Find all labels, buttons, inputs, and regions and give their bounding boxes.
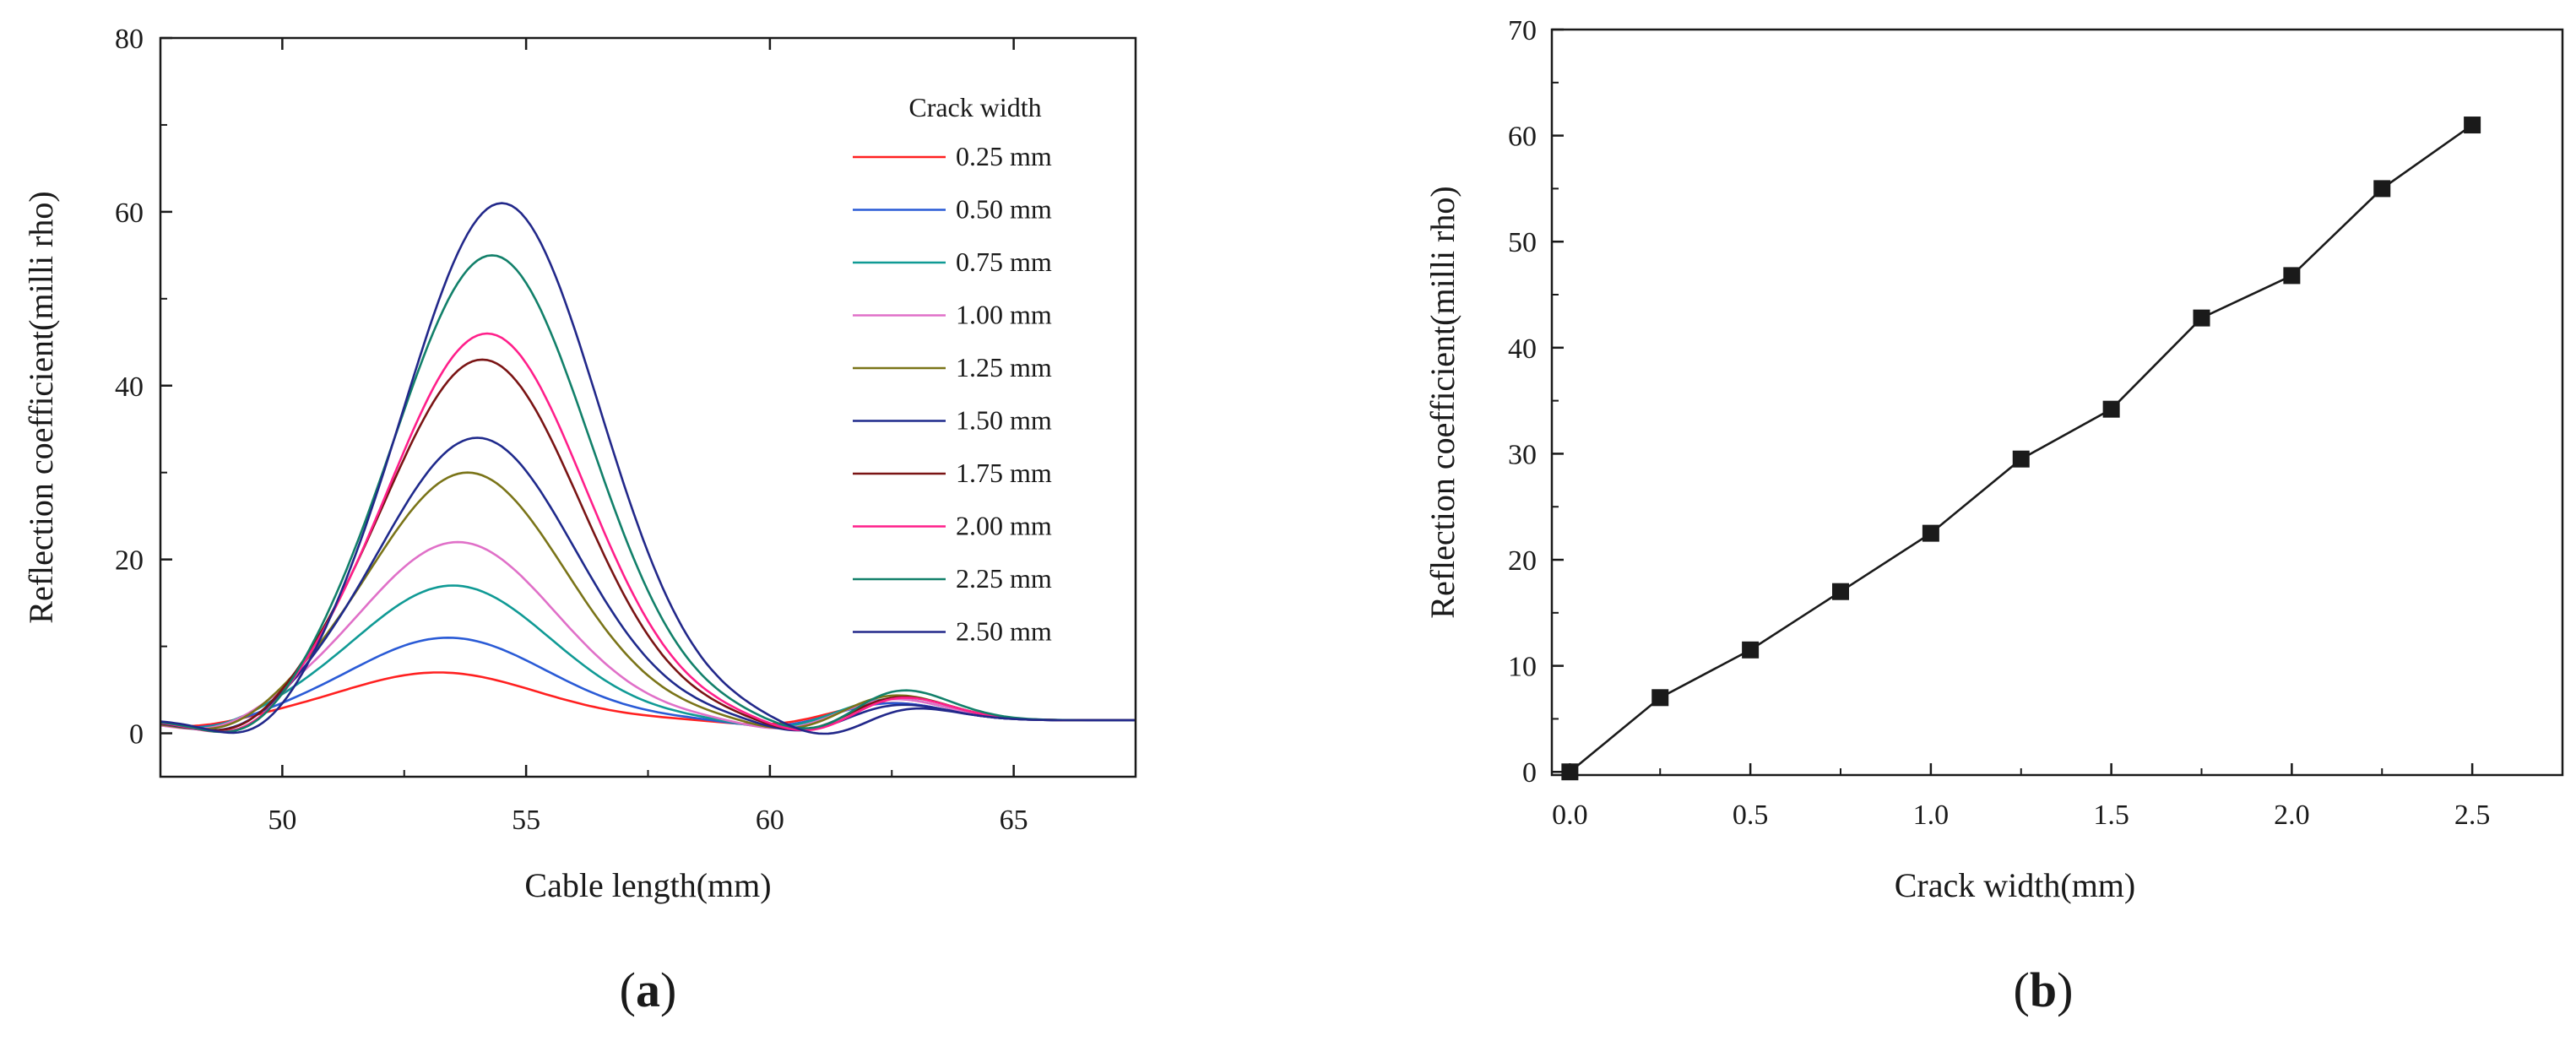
chart-b-series-line (1569, 123, 2473, 773)
chart-b-x-tick-label: 0.5 (1733, 800, 1769, 831)
chart-a-x-tick-label: 55 (512, 805, 540, 836)
chart-b-data-point (2464, 117, 2481, 134)
chart-a-panel-label-letter: a (636, 962, 660, 1017)
chart-b-y-tick-label: 0 (1522, 757, 1537, 789)
chart-b-y-tick-label: 60 (1508, 122, 1537, 153)
chart-a-legend-label: 0.50 mm (956, 194, 1052, 225)
chart-a-legend-label: 1.50 mm (956, 405, 1052, 436)
chart-a-y-tick-label: 0 (129, 719, 144, 751)
chart-a-legend-label: 1.75 mm (956, 458, 1052, 488)
chart-a-legend-label: 1.25 mm (956, 352, 1052, 382)
chart-a-x-axis-title: Cable length(mm) (524, 866, 771, 904)
chart-b-data-point (2102, 400, 2120, 418)
chart-b-panel-label-open: ( (2014, 962, 2030, 1017)
chart-b-y-tick-label: 30 (1508, 439, 1537, 470)
chart-b-y-tick-label: 50 (1508, 227, 1537, 258)
chart-b-data-line (1569, 123, 2473, 773)
chart-a-y-tick-label: 80 (115, 24, 144, 55)
chart-b-data-point (2012, 450, 2030, 468)
chart-a-y-axis-title: Reflection coefficient(milli rho) (22, 191, 60, 623)
chart-b-x-tick-label: 0.0 (1552, 800, 1588, 831)
chart-a-panel-label-open: ( (620, 962, 636, 1017)
chart-a-legend-label: 2.25 mm (956, 563, 1052, 594)
chart-a-y-tick-label: 40 (115, 371, 144, 403)
chart-b-x-tick-label: 2.5 (2454, 800, 2491, 831)
chart-b-plot-frame (1550, 28, 2564, 777)
chart-a-legend-label: 2.50 mm (956, 616, 1052, 647)
chart-a-legend-title: Crack width (908, 92, 1041, 122)
chart-b-axes (1550, 28, 2564, 777)
chart-a-series-line-1_00mm (160, 540, 1136, 730)
chart-a-series-line-2_25mm (160, 254, 1136, 734)
chart-a-y-tick-label: 60 (115, 198, 144, 229)
chart-a-legend: Crack width 0.25 mm 0.50 mm 0.75 mm 1.00 mm 1… (853, 92, 1052, 647)
chart-b-y-tick-label: 20 (1508, 545, 1537, 577)
chart-a-ticks: 50 55 60 65 0 20 40 60 80 (115, 24, 1136, 836)
chart-b-y-tick-label: 40 (1508, 333, 1537, 365)
chart-a-x-tick-label: 50 (268, 805, 296, 836)
chart-b-x-tick-label: 2.0 (2274, 800, 2310, 831)
chart-panel-a: 50 55 60 65 0 20 40 60 80 Crack width 0.25 mm 0.50… (22, 24, 1137, 1017)
chart-b-panel-label-letter: b (2030, 962, 2057, 1017)
chart-b-y-tick-label: 10 (1508, 652, 1537, 683)
chart-b-data-point (2283, 267, 2301, 285)
chart-a-legend-label: 0.25 mm (956, 141, 1052, 171)
chart-b-panel-label-close: ) (2057, 962, 2073, 1017)
chart-b-data-point (2193, 309, 2210, 327)
chart-a-panel-label-close: ) (660, 962, 676, 1017)
chart-b-data-point (1651, 689, 1669, 707)
chart-b-x-tick-label: 1.5 (2093, 800, 2129, 831)
chart-a-legend-label: 2.00 mm (956, 511, 1052, 541)
chart-a-legend-label: 1.00 mm (956, 300, 1052, 330)
chart-a-x-tick-label: 65 (1000, 805, 1028, 836)
chart-b-data-point (1922, 524, 1939, 542)
chart-b-ticks: 0.0 0.5 1.0 1.5 2.0 2.5 0 10 20 30 40 50 60 70 (1508, 15, 2563, 831)
chart-b-y-tick-label: 70 (1508, 15, 1537, 46)
chart-b-data-point (1742, 641, 1760, 659)
chart-a-y-tick-label: 20 (115, 545, 144, 577)
chart-b-x-axis-title: Crack width(mm) (1895, 866, 2136, 904)
chart-b-markers (1561, 117, 2481, 781)
chart-b-data-point (2373, 180, 2391, 198)
chart-b-y-axis-title: Reflection coefficient(milli rho) (1424, 186, 1462, 618)
chart-a-series-lines (160, 202, 1136, 735)
chart-b-panel-label: (b) (2014, 962, 2074, 1017)
chart-a-panel-label: (a) (620, 962, 677, 1017)
chart-a-legend-label: 0.75 mm (956, 247, 1052, 277)
chart-panel-b: 0.0 0.5 1.0 1.5 2.0 2.5 0 10 20 30 40 50 60 70 Crack … (1424, 15, 2564, 1017)
chart-b-x-tick-label: 1.0 (1913, 800, 1950, 831)
chart-a-series-line-2_50mm (160, 202, 1136, 735)
chart-a-x-tick-label: 60 (756, 805, 784, 836)
chart-b-data-point (1832, 583, 1849, 600)
